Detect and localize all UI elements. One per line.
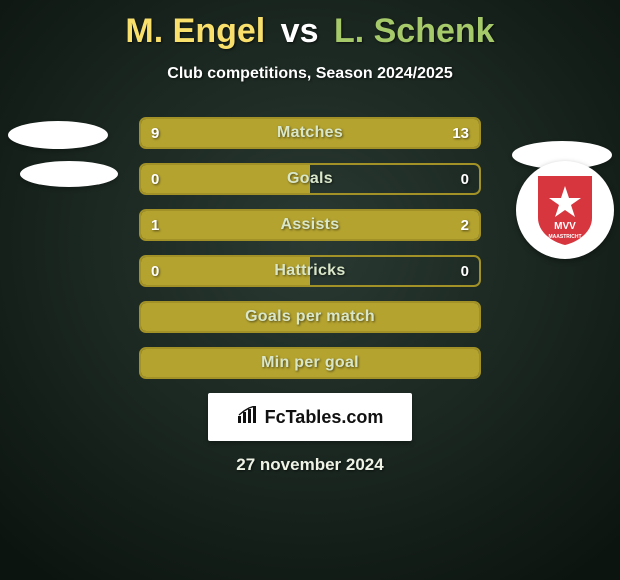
- vs-separator: vs: [281, 12, 319, 50]
- stat-value-left: 9: [141, 119, 169, 147]
- player1-name: M. Engel: [125, 12, 265, 50]
- stat-label: Matches: [141, 119, 479, 147]
- player2-club-badge: MVV MAASTRICHT: [516, 161, 614, 259]
- stat-label: Hattricks: [141, 257, 479, 285]
- chart-icon: [237, 406, 259, 429]
- stat-value-right: 0: [451, 165, 479, 193]
- player2-name: L. Schenk: [334, 12, 495, 50]
- stat-row: Min per goal: [139, 347, 481, 379]
- comparison-card: M. Engel vs L. Schenk Club competitions,…: [0, 0, 620, 580]
- date-label: 27 november 2024: [0, 455, 620, 475]
- stat-rows: Matches913Goals00Assists12Hattricks00Goa…: [139, 117, 481, 379]
- stat-value-right: 2: [451, 211, 479, 239]
- brand-badge: FcTables.com: [208, 393, 412, 441]
- ellipse-icon: [20, 161, 118, 187]
- stat-label: Min per goal: [141, 349, 479, 377]
- stat-row: Assists1 2: [139, 209, 481, 241]
- brand-text: FcTables.com: [265, 407, 384, 428]
- stat-value-right: 13: [442, 119, 479, 147]
- club-shield-icon: MVV MAASTRICHT: [534, 174, 596, 246]
- stat-value-left: 0: [141, 257, 169, 285]
- stat-row: Goals0 0: [139, 163, 481, 195]
- ellipse-icon: [8, 121, 108, 149]
- stat-label: Goals: [141, 165, 479, 193]
- stat-row: Goals per match: [139, 301, 481, 333]
- chart-area: MVV MAASTRICHT Matches913Goals00Assists1…: [0, 117, 620, 475]
- stat-value-right: 0: [451, 257, 479, 285]
- stat-label: Goals per match: [141, 303, 479, 331]
- stat-label: Assists: [141, 211, 479, 239]
- page-title: M. Engel vs L. Schenk: [0, 12, 620, 51]
- club-label-top: MVV: [554, 221, 576, 232]
- player1-badge: [8, 113, 108, 197]
- stat-row: Matches9 13: [139, 117, 481, 149]
- stat-value-left: 0: [141, 165, 169, 193]
- club-label-bottom: MAASTRICHT: [548, 234, 581, 240]
- subtitle: Club competitions, Season 2024/2025: [0, 65, 620, 83]
- stat-row: Hattricks0 0: [139, 255, 481, 287]
- stat-value-left: 1: [141, 211, 169, 239]
